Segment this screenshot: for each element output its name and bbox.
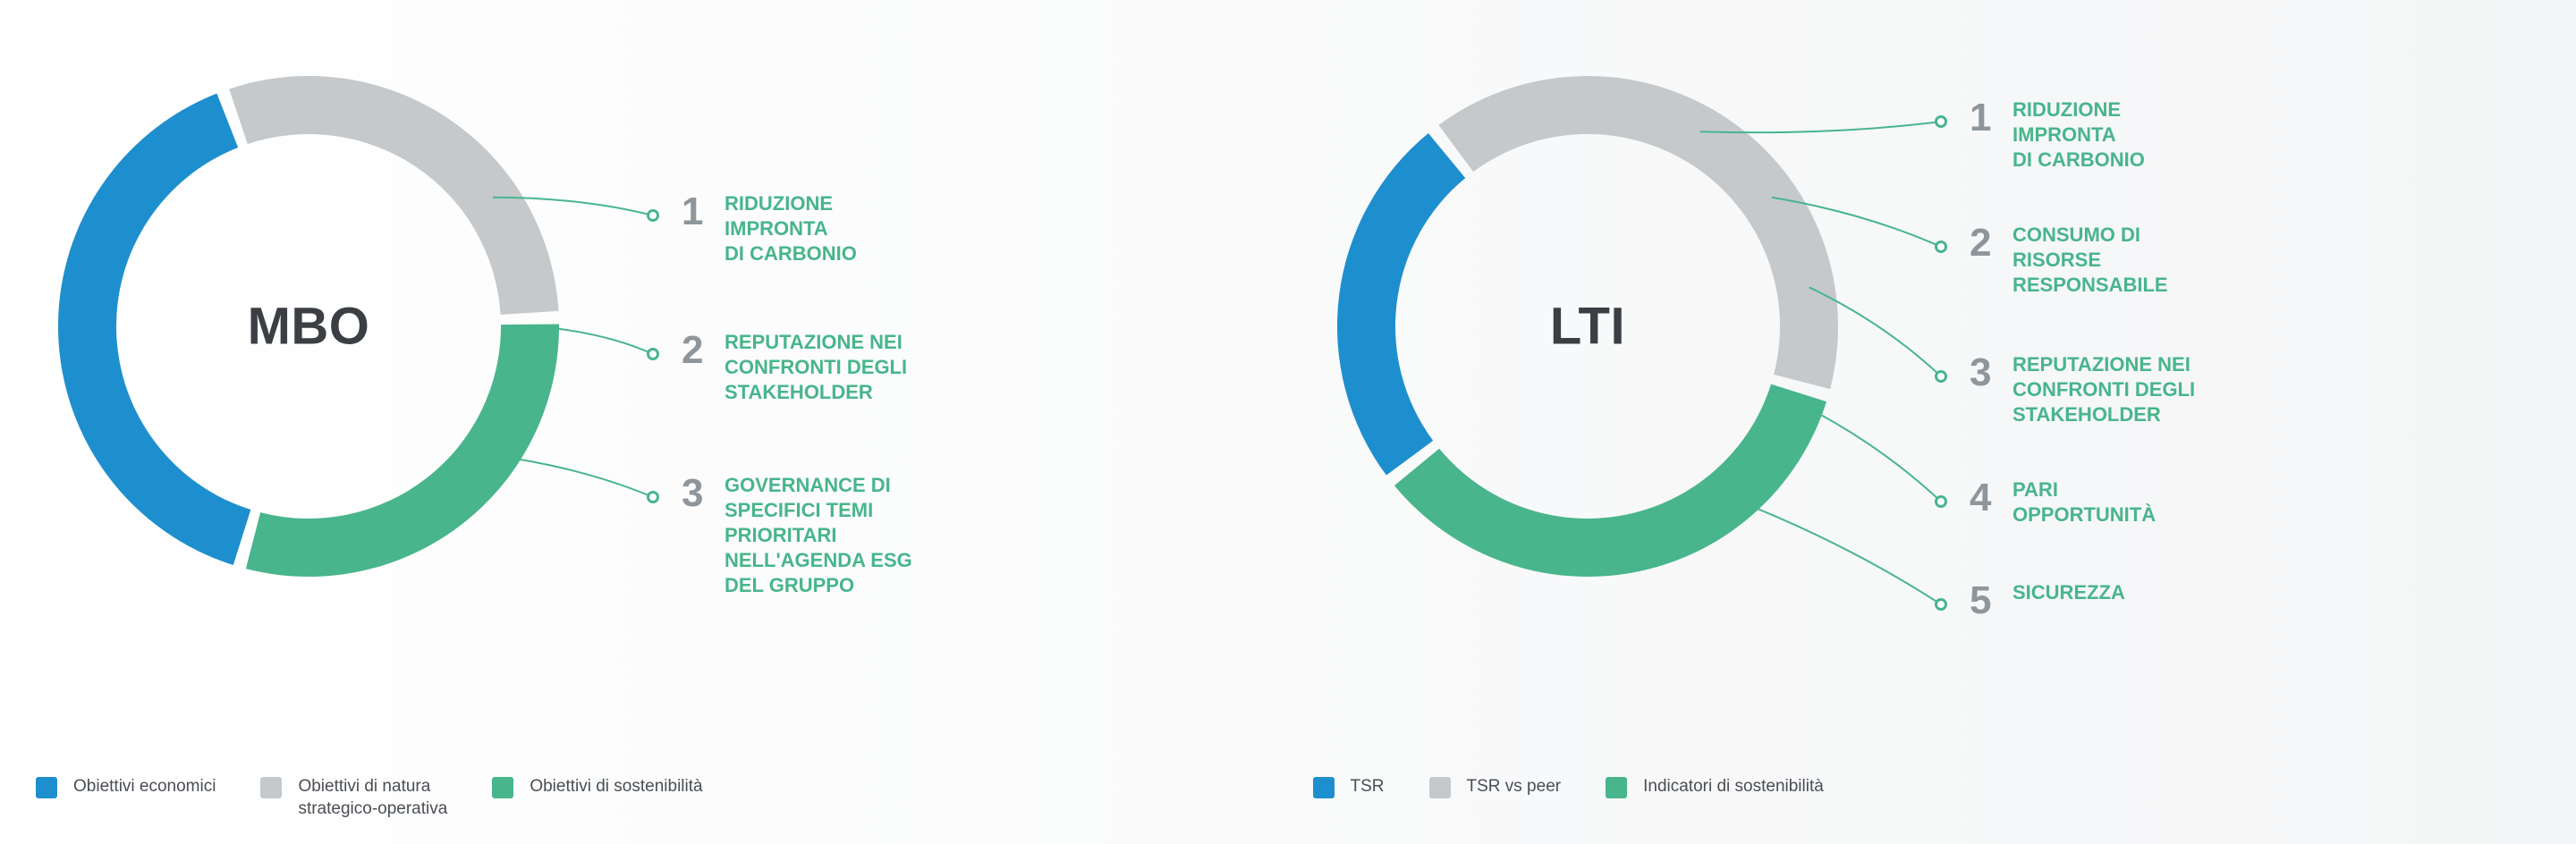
legend-swatch	[1606, 777, 1627, 798]
callout-text-1: RIDUZIONEIMPRONTADI CARBONIO	[2012, 98, 2145, 171]
callout-text-3: GOVERNANCE DISPECIFICI TEMIPRIORITARINEL…	[724, 474, 912, 596]
legend-label: TSR vs peer	[1467, 776, 1562, 798]
panel-mbo: MBO 1 RIDUZIONEIMPRONTADI CARBONIO 2 REPUTAZ…	[36, 18, 1261, 760]
legend-swatch	[36, 777, 57, 798]
segment-mbo-2	[246, 325, 559, 577]
connector-dot	[1936, 242, 1946, 252]
legend-item-lti-2: Indicatori di sostenibilità	[1606, 776, 1824, 798]
legend-label: TSR	[1351, 776, 1385, 798]
segment-lti-0	[1337, 133, 1465, 476]
callout-text-4: PARIOPPORTUNITÀ	[2012, 478, 2156, 526]
donut-lti: LTI	[1315, 54, 1860, 599]
legend-swatch	[1429, 777, 1451, 798]
legend-item-lti-0: TSR	[1313, 776, 1385, 798]
legend-label: Indicatori di sostenibilità	[1643, 776, 1824, 798]
callout-number-2: 2	[1970, 221, 1991, 265]
legend-label: Obiettivi di sostenibilità	[530, 776, 702, 798]
legend-item-lti-1: TSR vs peer	[1429, 776, 1562, 798]
connector-dot	[648, 493, 658, 502]
callout-number-3: 3	[1970, 350, 1991, 394]
callout-text-5: SICUREZZA	[2012, 581, 2125, 603]
callout-number-3: 3	[682, 471, 703, 515]
legend-swatch	[1313, 777, 1335, 798]
callout-number-2: 2	[682, 328, 703, 372]
legend-row-mbo: Obiettivi economici Obiettivi di natura s…	[36, 776, 1264, 820]
segment-mbo-0	[58, 93, 250, 565]
callout-number-1: 1	[682, 190, 703, 233]
legend-row-lti: TSR TSR vs peer Indicatori di sostenibilit…	[1313, 776, 2541, 798]
legend-label: Obiettivi di natura strategico-operativa	[298, 776, 447, 820]
callout-number-5: 5	[1970, 578, 1991, 622]
legend-lti: TSR TSR vs peer Indicatori di sostenibilit…	[1313, 776, 2541, 798]
donut-label-mbo: MBO	[248, 297, 370, 357]
callout-text-2: REPUTAZIONE NEICONFRONTI DEGLISTAKEHOLDE…	[724, 331, 907, 403]
panels-row: MBO 1 RIDUZIONEIMPRONTADI CARBONIO 2 REPUTAZ…	[36, 18, 2540, 760]
legend-item-mbo-2: Obiettivi di sostenibilità	[492, 776, 702, 798]
legend-mbo: Obiettivi economici Obiettivi di natura s…	[36, 776, 1264, 820]
legend-swatch	[260, 777, 282, 798]
legend-label: Obiettivi economici	[73, 776, 216, 798]
segment-lti-2	[1394, 384, 1826, 577]
callout-text-3: REPUTAZIONE NEICONFRONTI DEGLISTAKEHOLDE…	[2012, 353, 2195, 426]
legend-item-mbo-1: Obiettivi di natura strategico-operativa	[260, 776, 447, 820]
connector-dot	[1936, 497, 1946, 507]
connector-dot	[648, 211, 658, 221]
segment-lti-1	[1438, 76, 1838, 389]
callout-text-2: CONSUMO DIRISORSERESPONSABILE	[2012, 224, 2168, 296]
connector-dot	[1936, 372, 1946, 382]
callout-text-1: RIDUZIONEIMPRONTADI CARBONIO	[724, 192, 857, 265]
connector-dot	[648, 350, 658, 359]
callout-number-4: 4	[1970, 476, 1992, 519]
donut-mbo: MBO	[36, 54, 581, 599]
connector-dot	[1936, 117, 1946, 127]
donut-label-lti: LTI	[1550, 297, 1625, 357]
panel-lti: LTI 1 RIDUZIONEIMPRONTADI CARBONIO 2 CONSUMO…	[1315, 18, 2540, 760]
segment-mbo-1	[229, 76, 558, 315]
legends-row: Obiettivi economici Obiettivi di natura s…	[36, 776, 2540, 820]
callout-number-1: 1	[1970, 96, 1991, 139]
connector-dot	[1936, 600, 1946, 610]
legend-swatch	[492, 777, 513, 798]
legend-item-mbo-0: Obiettivi economici	[36, 776, 216, 798]
